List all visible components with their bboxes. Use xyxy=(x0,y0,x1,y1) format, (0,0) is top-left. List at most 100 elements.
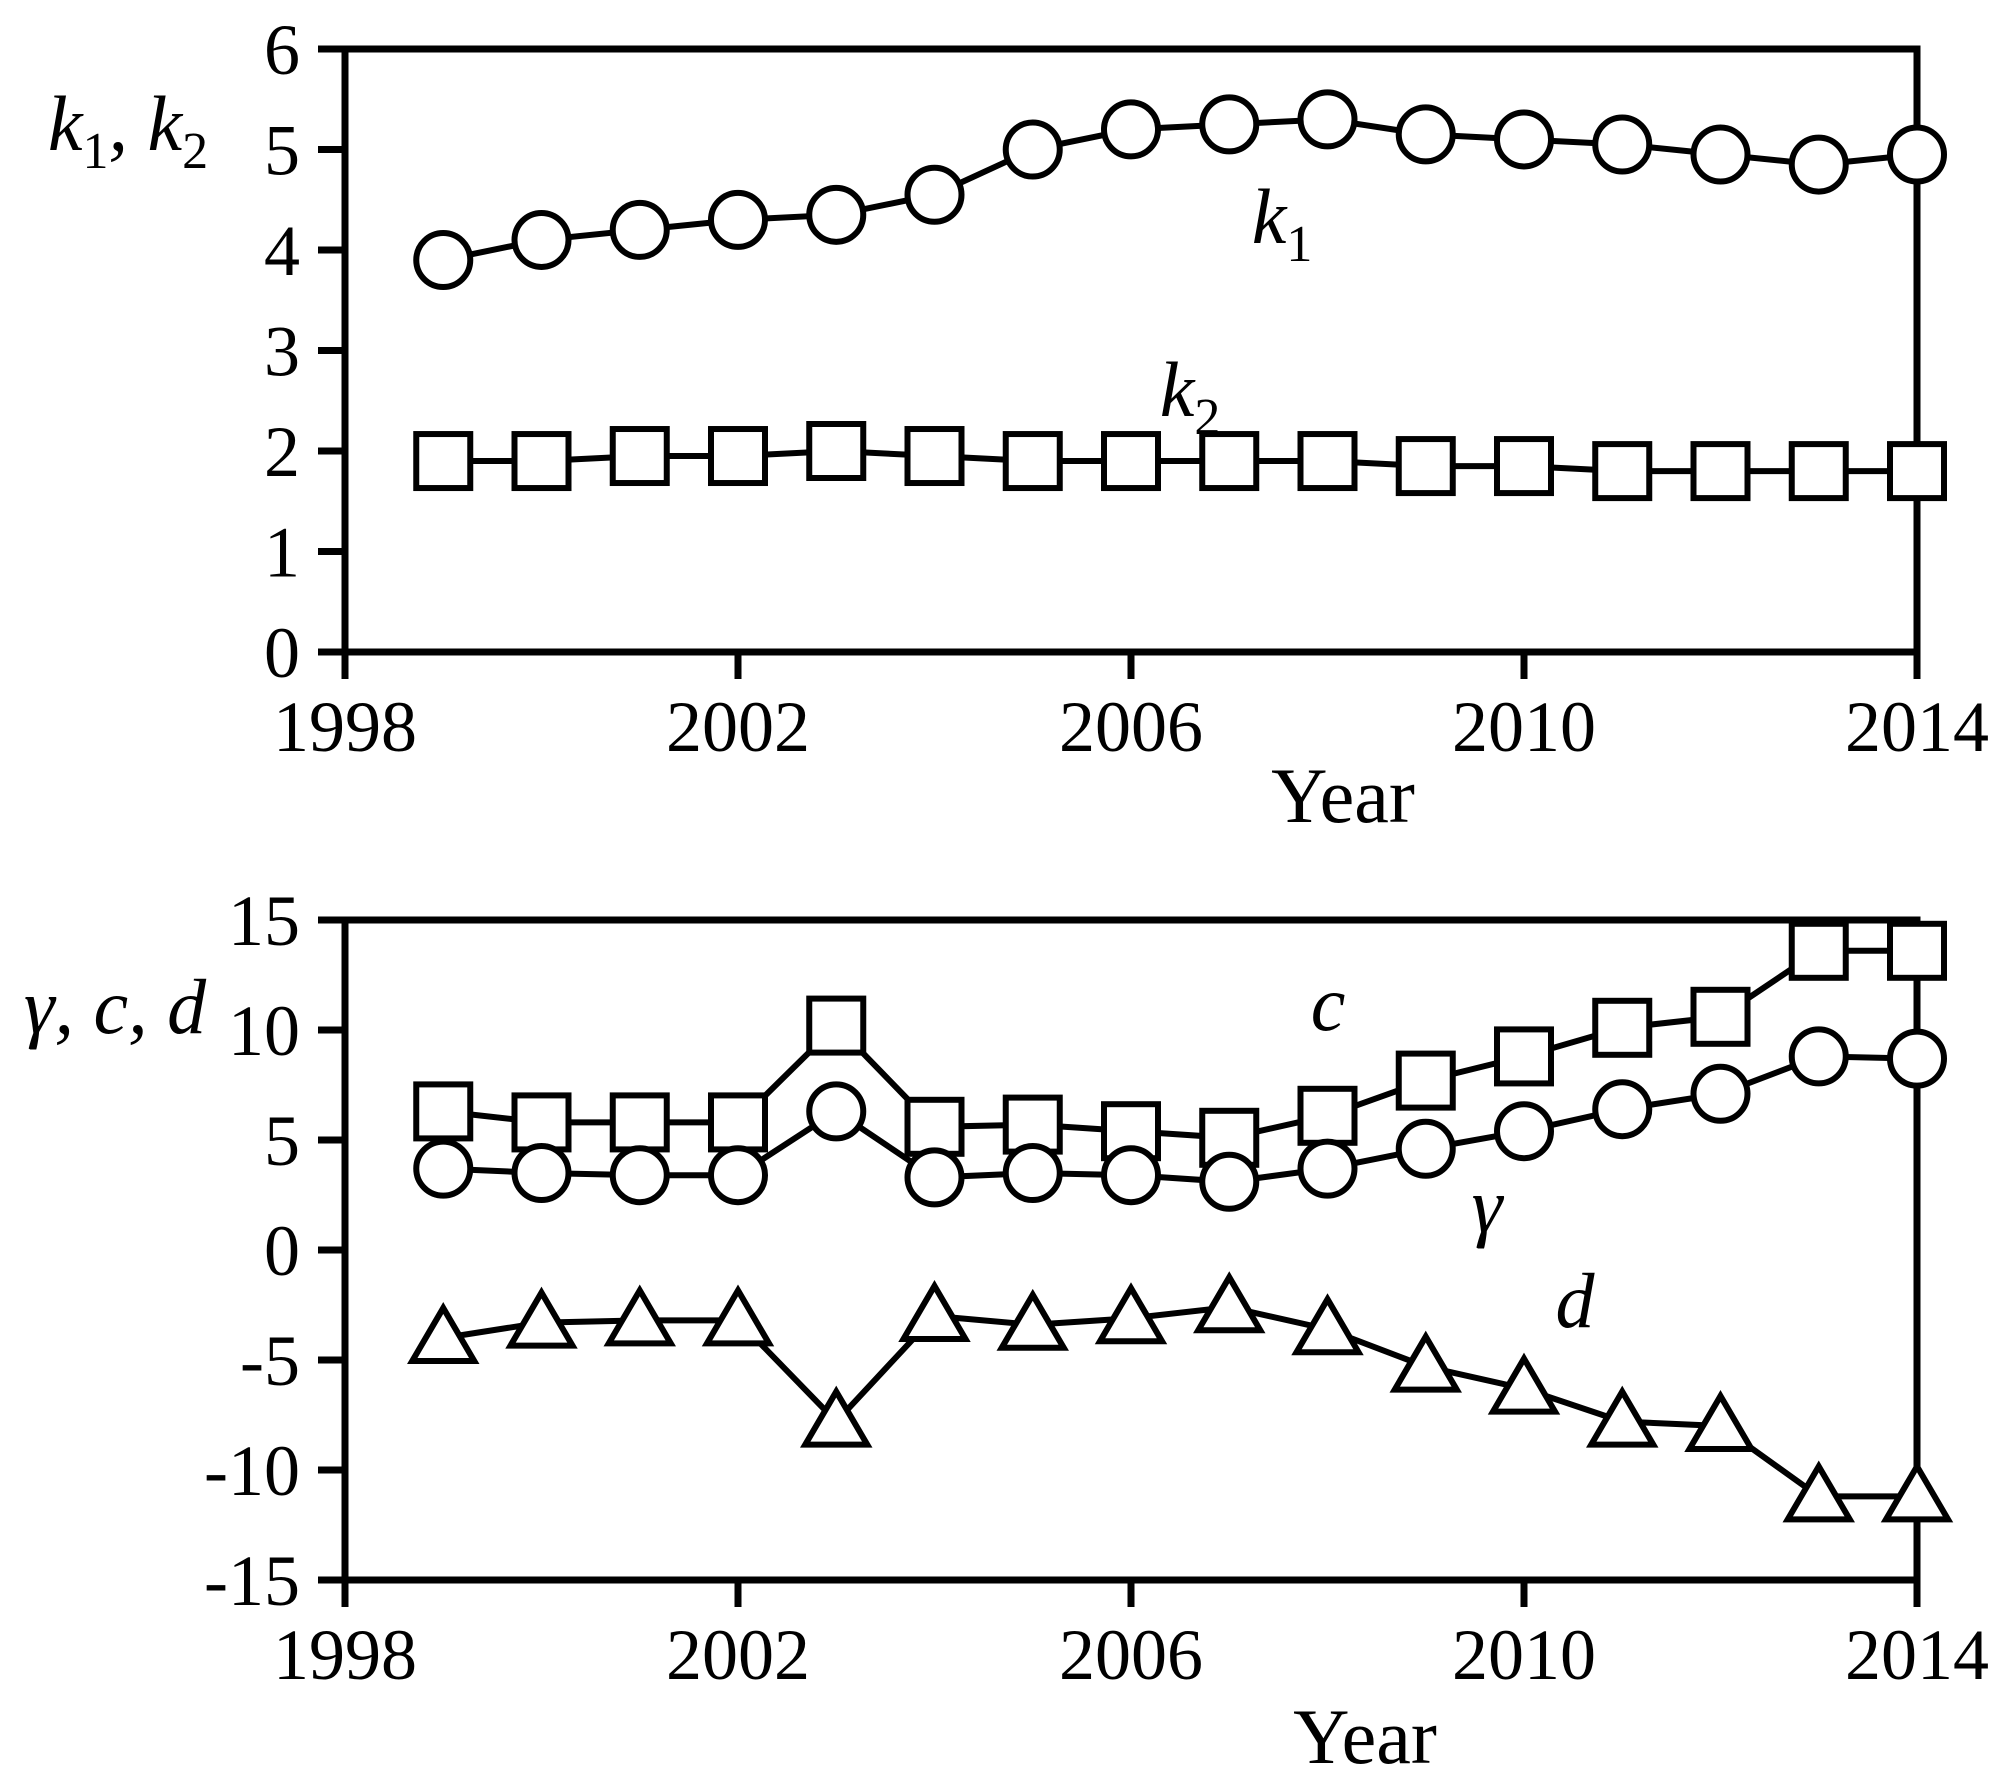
y-axis-tick-label: 6 xyxy=(264,10,300,90)
gamma-marker xyxy=(708,1145,768,1206)
c-marker xyxy=(1788,920,1849,981)
k2-marker xyxy=(1592,441,1653,502)
bottom-chart: 1998 2002 2006 2010 2014 -15 -10 -5 0 5 10 15 xyxy=(204,881,1989,1695)
gamma-marker xyxy=(413,1138,474,1199)
d-marker xyxy=(603,1284,676,1347)
y-axis-tick-label: -15 xyxy=(204,1541,300,1621)
x-axis-tick-label: 2014 xyxy=(1845,687,1989,767)
y-axis-tick-label: 5 xyxy=(264,111,300,191)
x-axis-tick-label: 2002 xyxy=(666,687,810,767)
y-axis-tick-label: 0 xyxy=(264,613,300,693)
gamma-marker xyxy=(1199,1151,1260,1212)
k2-marker xyxy=(904,426,965,487)
x-axis-tick-label: 2006 xyxy=(1059,687,1203,767)
gamma-marker xyxy=(1494,1101,1554,1162)
gamma-marker xyxy=(1395,1118,1456,1179)
k2-marker xyxy=(1297,431,1358,492)
top-chart: 1998 2002 2006 2010 2014 0 1 2 3 4 5 6 xyxy=(264,10,1989,767)
k1-marker xyxy=(708,189,768,250)
c-marker xyxy=(511,1092,572,1153)
c-marker xyxy=(1887,920,1947,981)
d-marker xyxy=(1094,1282,1168,1345)
k1-marker xyxy=(1297,89,1358,150)
k2-marker xyxy=(1887,441,1947,502)
y-axis-tick-label: 10 xyxy=(228,991,300,1071)
gamma-marker xyxy=(904,1147,965,1208)
k2-marker xyxy=(413,431,474,492)
gamma-marker xyxy=(1887,1028,1947,1089)
y-axis-tick-label: 15 xyxy=(228,881,300,961)
c-series-label: c xyxy=(1311,960,1346,1047)
top-x-axis-title: Year xyxy=(1271,752,1415,839)
x-axis-tick-label: 1998 xyxy=(273,1615,417,1695)
k1-marker xyxy=(511,209,572,270)
k1-marker xyxy=(1199,94,1260,155)
k1-marker xyxy=(1002,119,1063,180)
gamma-series-label: γ xyxy=(1472,1162,1505,1249)
gamma-marker xyxy=(1788,1026,1849,1087)
d-marker xyxy=(1291,1293,1364,1356)
k2-marker xyxy=(1395,436,1456,497)
d-marker xyxy=(407,1302,480,1364)
k2-marker xyxy=(1101,431,1161,492)
k2-marker xyxy=(1690,441,1751,502)
k1-marker xyxy=(1690,124,1751,185)
k1-marker xyxy=(1788,134,1849,195)
c-marker xyxy=(1592,997,1653,1058)
k1-marker xyxy=(904,164,965,225)
d-line xyxy=(442,1304,1917,1500)
bottom-y-axis-title: γ, c, d xyxy=(24,963,207,1050)
d-marker xyxy=(1586,1385,1659,1448)
x-axis-tick-label: 2010 xyxy=(1452,1615,1596,1695)
c-line xyxy=(442,947,1917,1141)
k1-series-label: k1 xyxy=(1252,173,1313,273)
k1-marker xyxy=(609,199,670,260)
d-marker xyxy=(1684,1390,1757,1452)
c-marker xyxy=(904,1096,965,1157)
k1-line xyxy=(442,116,1918,263)
y-axis-tick-label: 2 xyxy=(264,412,300,492)
d-marker xyxy=(1389,1330,1462,1393)
gamma-marker xyxy=(511,1143,572,1203)
c-marker xyxy=(1494,1026,1554,1087)
d-marker xyxy=(1782,1460,1855,1523)
y-axis-tick-label: 1 xyxy=(264,513,300,593)
y-axis-tick-label: 4 xyxy=(264,211,300,291)
gamma-marker xyxy=(1690,1063,1751,1124)
d-marker xyxy=(1487,1352,1561,1415)
k2-marker xyxy=(1788,441,1849,502)
gamma-marker xyxy=(609,1145,670,1206)
k2-marker xyxy=(609,426,670,487)
k1-marker xyxy=(1592,114,1653,175)
c-marker xyxy=(1690,986,1751,1047)
x-axis-tick-label: 2014 xyxy=(1845,1615,1989,1695)
k1-marker xyxy=(413,230,474,291)
gamma-line xyxy=(443,1053,1918,1185)
k2-line xyxy=(443,447,1917,475)
d-marker xyxy=(1880,1460,1954,1523)
c-marker xyxy=(1297,1085,1358,1146)
d-marker xyxy=(505,1286,578,1349)
k1-marker xyxy=(1494,109,1554,170)
gamma-marker xyxy=(1297,1138,1358,1199)
k2-series-label: k2 xyxy=(1160,346,1221,446)
c-marker xyxy=(708,1092,768,1153)
c-marker xyxy=(609,1092,670,1153)
k2-marker xyxy=(708,426,768,487)
x-axis-tick-label: 2002 xyxy=(666,1615,810,1695)
k1-marker xyxy=(1395,104,1456,165)
gamma-marker xyxy=(1002,1143,1063,1203)
k2-marker xyxy=(511,431,572,492)
y-axis-tick-label: -5 xyxy=(240,1321,300,1401)
y-axis-tick-label: 0 xyxy=(264,1211,300,1291)
gamma-marker xyxy=(1592,1079,1653,1140)
d-marker xyxy=(701,1284,775,1347)
top-y-axis-title: k1, k2 xyxy=(48,80,208,180)
c-marker xyxy=(806,995,867,1056)
gamma-marker xyxy=(1101,1145,1161,1206)
c-marker xyxy=(1395,1050,1456,1111)
labels-layer: k1, k2 Year k1 k2 γ, c, d Year c γ d xyxy=(24,80,1596,1780)
k2-marker xyxy=(1002,431,1063,492)
c-marker xyxy=(413,1081,474,1142)
